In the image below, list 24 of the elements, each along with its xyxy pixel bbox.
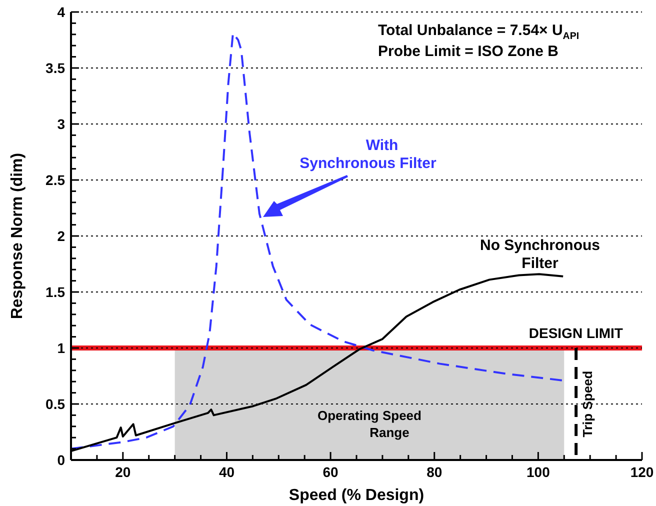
ref-line-label: Trip Speed xyxy=(580,370,596,438)
text: With Synchronous Filter xyxy=(300,137,437,172)
x-tick-label: 80 xyxy=(426,464,442,480)
x-tick-label: 20 xyxy=(115,464,131,480)
y-axis-title: Response Norm (dim) xyxy=(9,152,26,320)
x-axis-title: Speed (% Design) xyxy=(288,487,424,504)
ref-line-label: DESIGN LIMIT xyxy=(528,325,624,341)
annotation: Probe Limit = ISO Zone B xyxy=(378,43,559,60)
y-tick-label: 1.5 xyxy=(46,284,66,300)
y-tick-label: 2.5 xyxy=(46,172,66,188)
y-tick-label: 3 xyxy=(57,116,66,132)
x-tick-label: 100 xyxy=(526,464,550,480)
y-tick-label: 1 xyxy=(57,340,66,356)
series-label: No Synchronous Filter xyxy=(480,237,600,272)
x-tick-label: 60 xyxy=(322,464,339,480)
y-tick-label: 2 xyxy=(57,228,66,244)
x-tick-label: 120 xyxy=(630,464,654,480)
y-tick-label: 4 xyxy=(57,4,66,20)
y-tick-label: 0.5 xyxy=(46,396,66,412)
y-tick-label: 3.5 xyxy=(46,60,66,76)
x-tick-label: 40 xyxy=(218,464,235,480)
band-label: Operating Speed Range xyxy=(317,408,422,440)
y-tick-label: 0 xyxy=(57,452,66,468)
annotation: Total Unbalance = 7.54× U$_{API}$ xyxy=(378,22,580,42)
